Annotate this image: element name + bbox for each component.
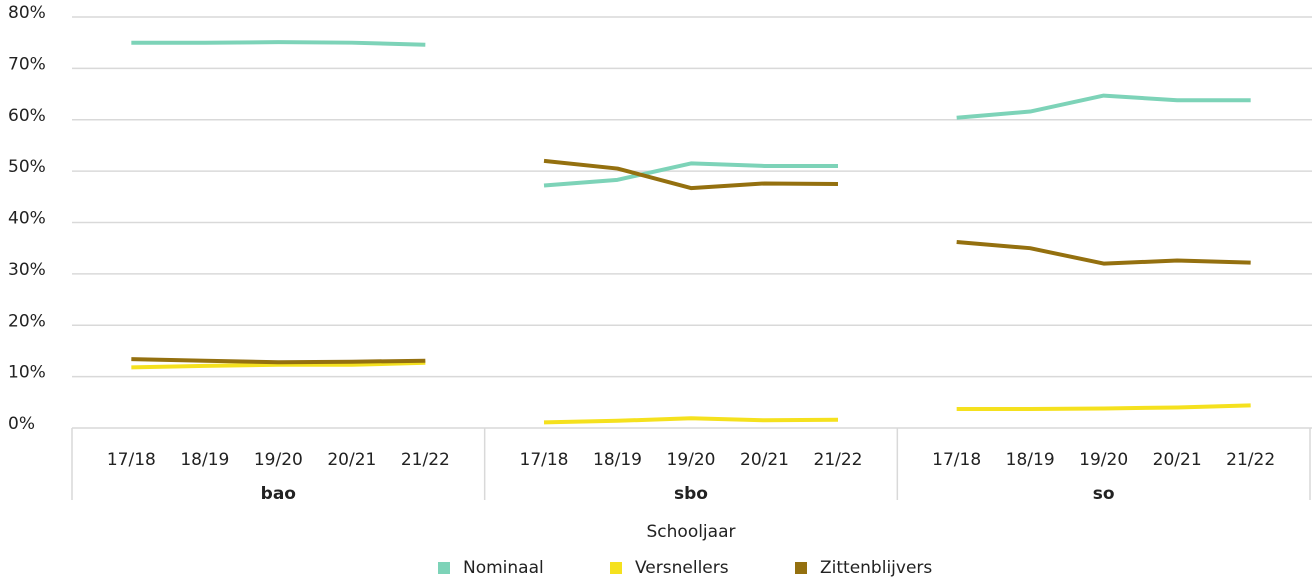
x-tick-label: 21/22	[401, 450, 450, 470]
y-tick-label: 30%	[8, 260, 46, 280]
series-line	[131, 360, 426, 370]
y-tick-label: 80%	[8, 3, 46, 23]
legend-swatch	[438, 562, 450, 574]
legend-label: Versnellers	[635, 558, 729, 578]
legend-label: Zittenblijvers	[820, 558, 932, 578]
series-line	[543, 158, 839, 191]
group-label: sbo	[674, 484, 708, 504]
x-axis-title: Schooljaar	[647, 522, 736, 542]
x-tick-label: 21/22	[1226, 450, 1275, 470]
legend-swatch	[795, 562, 807, 574]
x-tick-label: 18/19	[180, 450, 229, 470]
legend-label: Nominaal	[463, 558, 544, 578]
series-line	[131, 357, 426, 365]
series-line	[956, 240, 1251, 266]
x-tick-label: 19/20	[1079, 450, 1128, 470]
y-tick-label: 70%	[8, 54, 46, 74]
x-tick-label: 21/22	[814, 450, 863, 470]
group-label: bao	[261, 484, 296, 504]
x-tick-label: 17/18	[520, 450, 569, 470]
x-tick-label: 17/18	[932, 450, 981, 470]
y-tick-label: 10%	[8, 363, 46, 383]
group-label: so	[1093, 484, 1115, 504]
y-tick-label: 50%	[8, 157, 46, 177]
series-line	[543, 161, 838, 188]
x-tick-label: 18/19	[1006, 450, 1055, 470]
legend-swatch	[610, 562, 622, 574]
y-tick-label: 20%	[8, 311, 46, 331]
x-tick-label: 20/21	[327, 450, 376, 470]
y-tick-label: 60%	[8, 106, 46, 126]
x-tick-label: 17/18	[107, 450, 156, 470]
x-tick-label: 19/20	[667, 450, 716, 470]
x-tick-label: 18/19	[593, 450, 642, 470]
x-tick-label: 20/21	[1153, 450, 1202, 470]
series-line	[956, 403, 1251, 411]
x-tick-label: 20/21	[740, 450, 789, 470]
series-line	[131, 40, 426, 47]
x-tick-label: 19/20	[254, 450, 303, 470]
y-tick-label: 40%	[8, 209, 46, 229]
series-line	[543, 416, 839, 425]
y-tick-label: 0%	[8, 414, 35, 434]
series-line	[956, 93, 1251, 120]
